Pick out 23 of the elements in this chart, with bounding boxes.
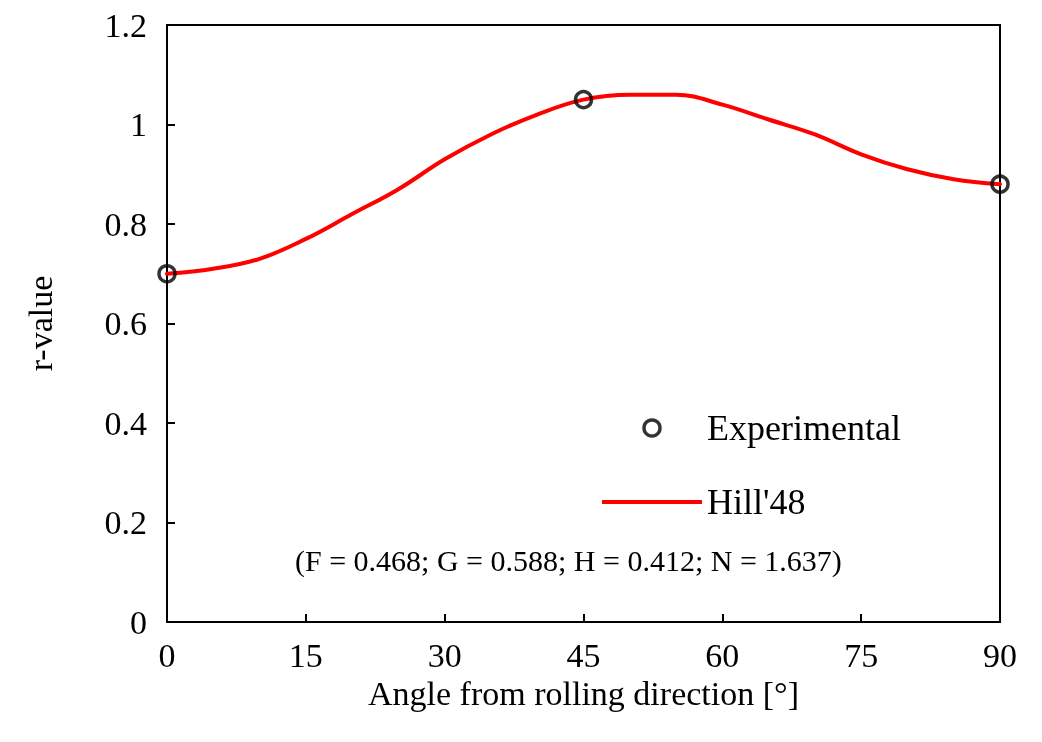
point — [157, 264, 177, 284]
x-tick-label: 45 — [566, 636, 601, 674]
x-tick-label: 15 — [288, 636, 323, 674]
y-tick-label: 0.2 — [104, 504, 147, 541]
x-tick-label: 75 — [844, 636, 879, 674]
x-tick-label: 30 — [427, 636, 462, 674]
y-tick-label: 1.2 — [104, 6, 147, 44]
annotation: (F = 0.468; G = 0.588; H = 0.412; N = 1.637) — [295, 543, 842, 578]
y-tick-label: 0.4 — [104, 404, 147, 442]
x-tick-label: 60 — [705, 636, 740, 674]
x-tick-label: 0 — [158, 636, 176, 674]
point — [573, 89, 594, 110]
y-tick-label: 0 — [130, 603, 147, 641]
y-tick-label: 1 — [130, 106, 147, 143]
line-series — [165, 92, 1002, 276]
legend-label: Hill'48 — [707, 482, 806, 522]
y-tick-label: 0.6 — [104, 305, 147, 342]
y-tick-label: 0.8 — [104, 205, 147, 243]
y-axis-title: r-value — [21, 275, 59, 372]
point — [990, 174, 1010, 194]
x-tick-label: 90 — [983, 636, 1017, 674]
x-axis-title: Angle from rolling direction [°] — [368, 675, 799, 713]
legend-label: Experimental — [707, 408, 901, 448]
